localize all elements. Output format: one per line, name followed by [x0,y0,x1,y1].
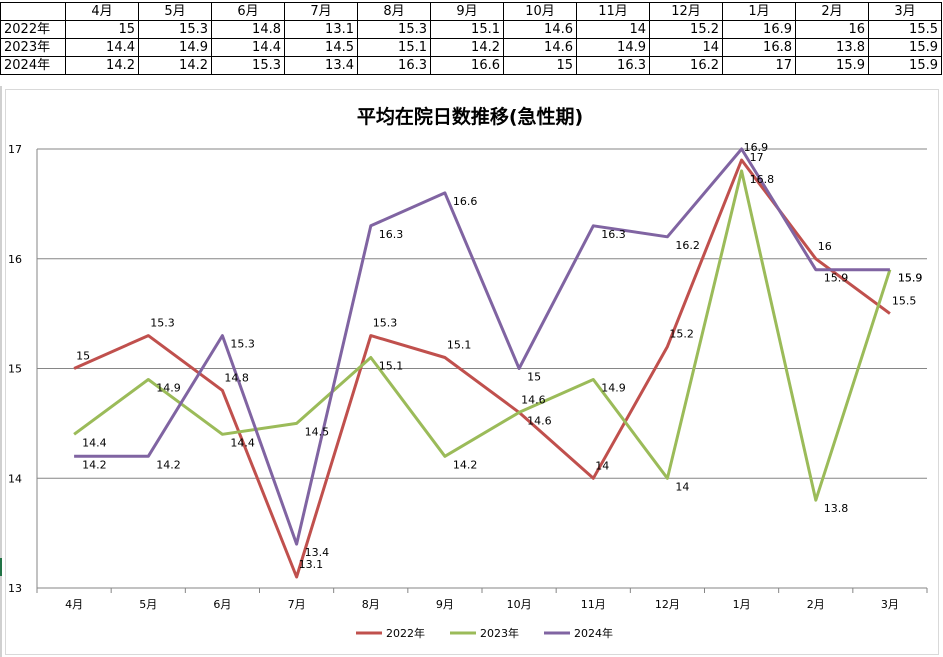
x-tick-label: 10月 [507,598,532,611]
data-label: 14.4 [82,436,107,449]
data-label: 15.1 [447,339,472,352]
row-label-cell[interactable]: 2024年 [0,56,66,75]
data-label: 16.9 [744,141,769,154]
data-label: 13.4 [305,546,330,559]
series-line [73,158,891,579]
data-label: 15.9 [898,272,923,285]
data-label: 17 [750,151,764,164]
legend: 2022年 2023年 2024年 [356,626,613,640]
data-labels: 15 15.3 14.8 13.1 15.3 15.1 14.6 14 15.2 16.9 16 15… [76,141,922,571]
value-cell[interactable]: 14.9 [576,38,650,57]
axes: 13 14 15 16 17 4月 5月 6月 7月 8月 9月 10月 11月 12月 1月 2月 3月 [8,143,928,611]
value-cell[interactable]: 14.5 [284,38,358,57]
data-label: 15 [527,371,541,384]
data-label: 14.9 [601,381,626,394]
value-cell[interactable]: 16.3 [576,56,650,75]
data-label: 14.6 [521,393,546,406]
x-tick-label: 2月 [807,598,825,611]
row-label-cell[interactable]: 2023年 [0,38,66,57]
selection-marker [0,558,2,576]
data-label: 16 [818,240,832,253]
value-cell[interactable]: 13.1 [284,20,358,39]
data-label: 15.3 [373,317,398,330]
value-cell[interactable]: 13.8 [795,38,869,57]
x-tick-label: 12月 [655,598,680,611]
series-line [73,169,892,502]
x-tick-label: 11月 [581,598,606,611]
data-table: 4月 5月 6月 7月 8月 9月 10月 11月 12月 1月 2月 3月 2… [0,2,942,75]
x-tick-label: 3月 [881,598,899,611]
value-cell[interactable]: 15.2 [649,20,723,39]
chart-area[interactable] [5,89,939,655]
x-tick-label: 4月 [65,598,83,611]
legend-label: 2024年 [574,626,613,640]
data-label: 15 [76,350,90,363]
value-cell[interactable]: 14.6 [503,20,577,39]
value-cell[interactable]: 15.3 [138,20,212,39]
value-cell[interactable]: 16.6 [430,56,504,75]
value-cell[interactable]: 16.3 [357,56,431,75]
table-row: 2022年 15 15.3 14.8 13.1 15.3 15.1 14.6 1… [0,20,942,39]
series-lines [73,147,892,579]
x-tick-label: 1月 [733,598,751,611]
y-tick-label: 14 [8,472,22,485]
value-cell[interactable]: 14.4 [65,38,139,57]
data-label: 14.5 [305,425,330,438]
value-cell[interactable]: 14 [576,20,650,39]
data-label: 16.3 [379,228,404,241]
x-tick-label: 5月 [139,598,157,611]
data-label: 14.8 [224,371,249,384]
data-label: 14.2 [82,458,107,471]
value-cell[interactable]: 16.2 [649,56,723,75]
y-tick-label: 17 [8,143,22,156]
header-cell[interactable]: 8月 [357,2,431,21]
chart-title: 平均在院日数推移(急性期) [357,105,583,128]
data-label: 16.2 [675,239,700,252]
data-label: 15.1 [379,360,404,373]
sheet-left-edge [0,86,2,657]
data-label: 14 [595,459,609,472]
data-label: 14.2 [156,458,181,471]
data-label: 15.2 [669,328,694,341]
data-label: 15.3 [150,317,175,330]
legend-label: 2023年 [480,626,519,640]
data-label: 14.2 [453,458,478,471]
data-label: 16.6 [453,195,478,208]
x-tick-label: 8月 [362,598,380,611]
value-cell[interactable]: 15.9 [795,56,869,75]
data-label: 13.8 [824,502,849,515]
data-label: 14.9 [156,381,181,394]
legend-label: 2022年 [386,626,425,640]
y-tick-label: 16 [8,253,22,266]
data-label: 14.6 [527,414,552,427]
y-tick-label: 15 [8,363,22,376]
data-label: 15.9 [898,272,923,285]
value-cell[interactable]: 17 [722,56,796,75]
data-label: 14 [675,480,689,493]
x-tick-label: 9月 [436,598,454,611]
value-cell[interactable]: 15.3 [211,56,285,75]
value-cell[interactable]: 15.9 [868,56,942,75]
x-tick-label: 7月 [288,598,306,611]
header-cell[interactable]: 3月 [868,2,942,21]
table-header-row: 4月 5月 6月 7月 8月 9月 10月 11月 12月 1月 2月 3月 [0,2,942,21]
data-label: 15.3 [230,338,255,351]
data-label: 15.9 [824,272,849,285]
data-label: 15.5 [892,295,917,308]
data-label: 13.1 [299,558,324,571]
header-cell[interactable]: 10月 [503,2,577,21]
series-line [74,147,890,546]
value-cell[interactable]: 16.8 [722,38,796,57]
gridlines [37,148,927,589]
y-tick-label: 13 [8,582,22,595]
data-label: 16.8 [750,173,775,186]
data-label: 14.4 [230,436,255,449]
x-tick-label: 6月 [213,598,231,611]
table-row: 2024年 14.2 14.2 15.3 13.4 16.3 16.6 15 1… [0,56,942,75]
data-label: 16.3 [601,228,626,241]
